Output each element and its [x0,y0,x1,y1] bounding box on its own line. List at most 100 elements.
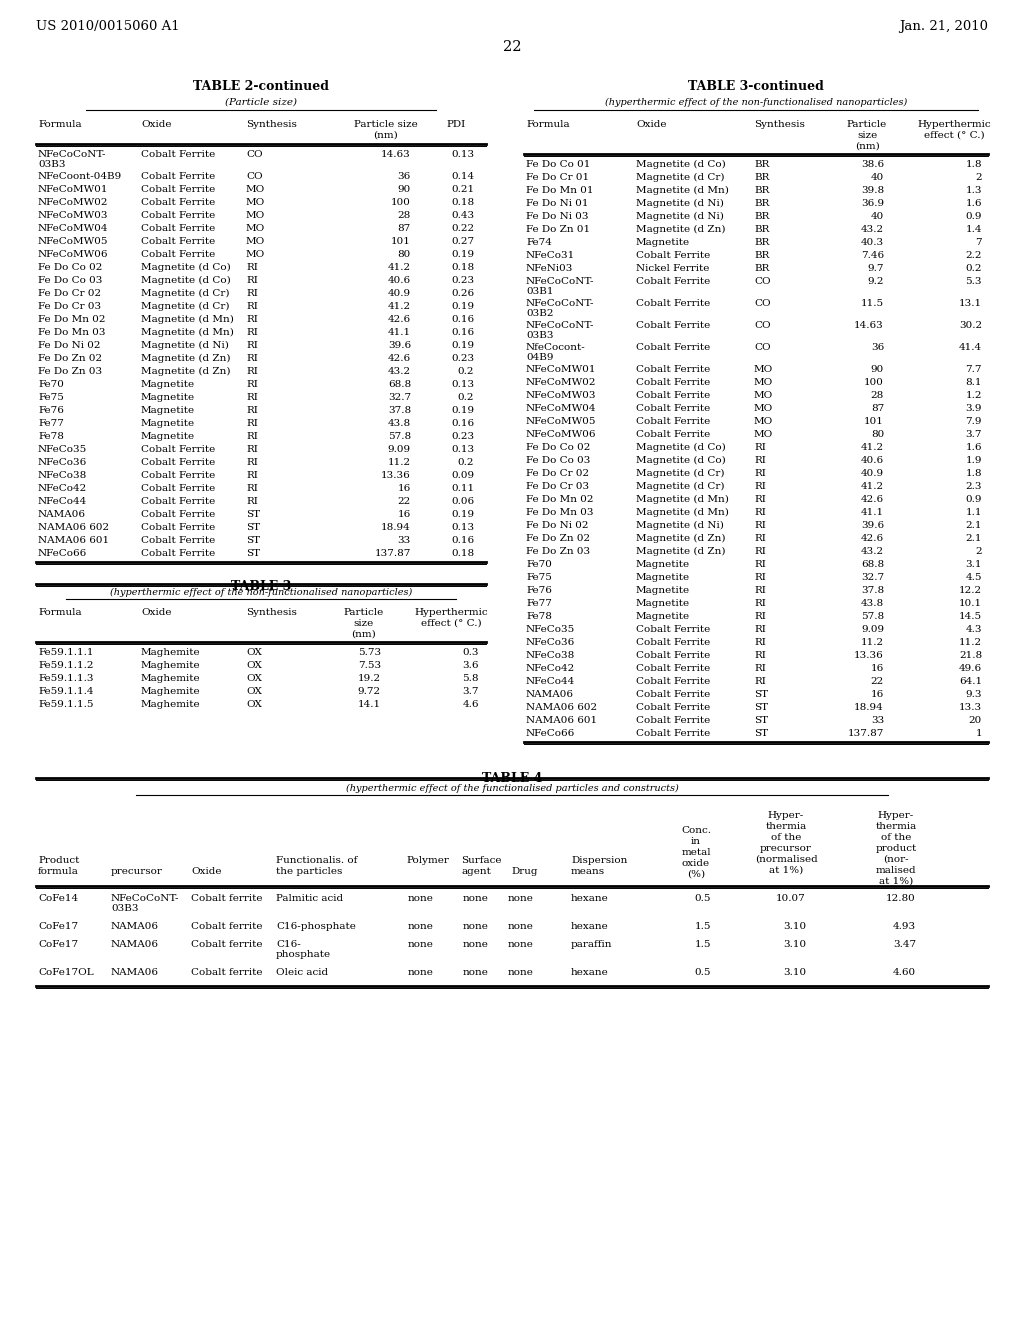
Text: 40.6: 40.6 [861,455,884,465]
Text: RI: RI [754,586,766,595]
Text: 0.16: 0.16 [451,536,474,545]
Text: 36: 36 [870,343,884,352]
Text: effect (° C.): effect (° C.) [924,131,984,140]
Text: 41.1: 41.1 [861,508,884,517]
Text: NFeCoCoNT-
03B3: NFeCoCoNT- 03B3 [526,321,595,341]
Text: 9.7: 9.7 [867,264,884,273]
Text: Cobalt Ferrite: Cobalt Ferrite [636,690,711,700]
Text: Magnetite (d Co): Magnetite (d Co) [141,263,230,272]
Text: Fe77: Fe77 [38,418,63,428]
Text: MO: MO [754,366,773,374]
Text: Cobalt Ferrite: Cobalt Ferrite [141,536,215,545]
Text: of the: of the [771,833,801,842]
Text: Formula: Formula [38,609,82,616]
Text: CoFe17: CoFe17 [38,940,78,949]
Text: none: none [508,940,534,949]
Text: NFeCoCoNT-
03B2: NFeCoCoNT- 03B2 [526,300,595,318]
Text: BR: BR [754,264,769,273]
Text: 42.6: 42.6 [388,315,411,323]
Text: US 2010/0015060 A1: US 2010/0015060 A1 [36,20,179,33]
Text: 49.6: 49.6 [958,664,982,673]
Text: Cobalt Ferrite: Cobalt Ferrite [141,185,215,194]
Text: 7.46: 7.46 [861,251,884,260]
Text: Oleic acid: Oleic acid [276,968,328,977]
Text: Magnetite (d Co): Magnetite (d Co) [636,160,726,169]
Text: 2.3: 2.3 [966,482,982,491]
Text: RI: RI [754,573,766,582]
Text: RI: RI [754,546,766,556]
Text: RI: RI [246,432,258,441]
Text: 4.93: 4.93 [893,921,916,931]
Text: 1.1: 1.1 [966,508,982,517]
Text: 37.8: 37.8 [861,586,884,595]
Text: 41.2: 41.2 [861,444,884,451]
Text: CO: CO [754,343,771,352]
Text: Maghemite: Maghemite [141,700,201,709]
Text: 36.9: 36.9 [861,199,884,209]
Text: Oxide: Oxide [636,120,667,129]
Text: Cobalt Ferrite: Cobalt Ferrite [636,677,711,686]
Text: Formula: Formula [38,120,82,129]
Text: CO: CO [754,300,771,308]
Text: Magnetite (d Zn): Magnetite (d Zn) [141,354,230,363]
Text: RI: RI [754,469,766,478]
Text: RI: RI [246,380,258,389]
Text: Fe Do Cr 01: Fe Do Cr 01 [526,173,589,182]
Text: Cobalt ferrite: Cobalt ferrite [191,921,262,931]
Text: at 1%): at 1%) [879,876,913,886]
Text: 0.09: 0.09 [451,471,474,480]
Text: RI: RI [754,599,766,609]
Text: RI: RI [754,444,766,451]
Text: Fe Do Zn 02: Fe Do Zn 02 [526,535,590,543]
Text: OX: OX [246,661,262,671]
Text: 0.18: 0.18 [451,549,474,558]
Text: BR: BR [754,251,769,260]
Text: 0.19: 0.19 [451,510,474,519]
Text: Synthesis: Synthesis [754,120,805,129]
Text: RI: RI [754,612,766,620]
Text: Synthesis: Synthesis [246,609,297,616]
Text: 3.10: 3.10 [783,921,806,931]
Text: 0.19: 0.19 [451,302,474,312]
Text: 90: 90 [870,366,884,374]
Text: Cobalt Ferrite: Cobalt Ferrite [141,172,215,181]
Text: 3.6: 3.6 [463,661,479,671]
Text: Cobalt Ferrite: Cobalt Ferrite [636,321,711,330]
Text: Fe Do Co 03: Fe Do Co 03 [38,276,102,285]
Text: 0.2: 0.2 [458,367,474,376]
Text: RI: RI [246,263,258,272]
Text: Magnetite (d Zn): Magnetite (d Zn) [141,367,230,376]
Text: Fe70: Fe70 [526,560,552,569]
Text: 43.2: 43.2 [861,224,884,234]
Text: Fe Do Co 02: Fe Do Co 02 [526,444,591,451]
Text: RI: RI [246,354,258,363]
Text: NFeCo36: NFeCo36 [526,638,575,647]
Text: Magnetite (d Mn): Magnetite (d Mn) [141,327,233,337]
Text: RI: RI [246,393,258,403]
Text: malised: malised [876,866,916,875]
Text: RI: RI [246,407,258,414]
Text: 0.13: 0.13 [451,523,474,532]
Text: NFeCo66: NFeCo66 [38,549,87,558]
Text: 3.10: 3.10 [783,940,806,949]
Text: 0.9: 0.9 [966,495,982,504]
Text: Fe Do Co 03: Fe Do Co 03 [526,455,591,465]
Text: Cobalt Ferrite: Cobalt Ferrite [636,729,711,738]
Text: RI: RI [246,418,258,428]
Text: Cobalt Ferrite: Cobalt Ferrite [636,277,711,286]
Text: Magnetite (d Ni): Magnetite (d Ni) [141,341,229,350]
Text: 32.7: 32.7 [861,573,884,582]
Text: 14.63: 14.63 [381,150,411,158]
Text: 13.3: 13.3 [958,704,982,711]
Text: 3.7: 3.7 [463,686,479,696]
Text: 11.2: 11.2 [958,638,982,647]
Text: (nor-: (nor- [883,855,909,865]
Text: NFeCoMW02: NFeCoMW02 [38,198,109,207]
Text: NFeCo36: NFeCo36 [38,458,87,467]
Text: Magnetite: Magnetite [141,407,196,414]
Text: MO: MO [754,378,773,387]
Text: 3.1: 3.1 [966,560,982,569]
Text: 41.1: 41.1 [388,327,411,337]
Text: NAMA06: NAMA06 [111,968,159,977]
Text: precursor: precursor [111,867,163,876]
